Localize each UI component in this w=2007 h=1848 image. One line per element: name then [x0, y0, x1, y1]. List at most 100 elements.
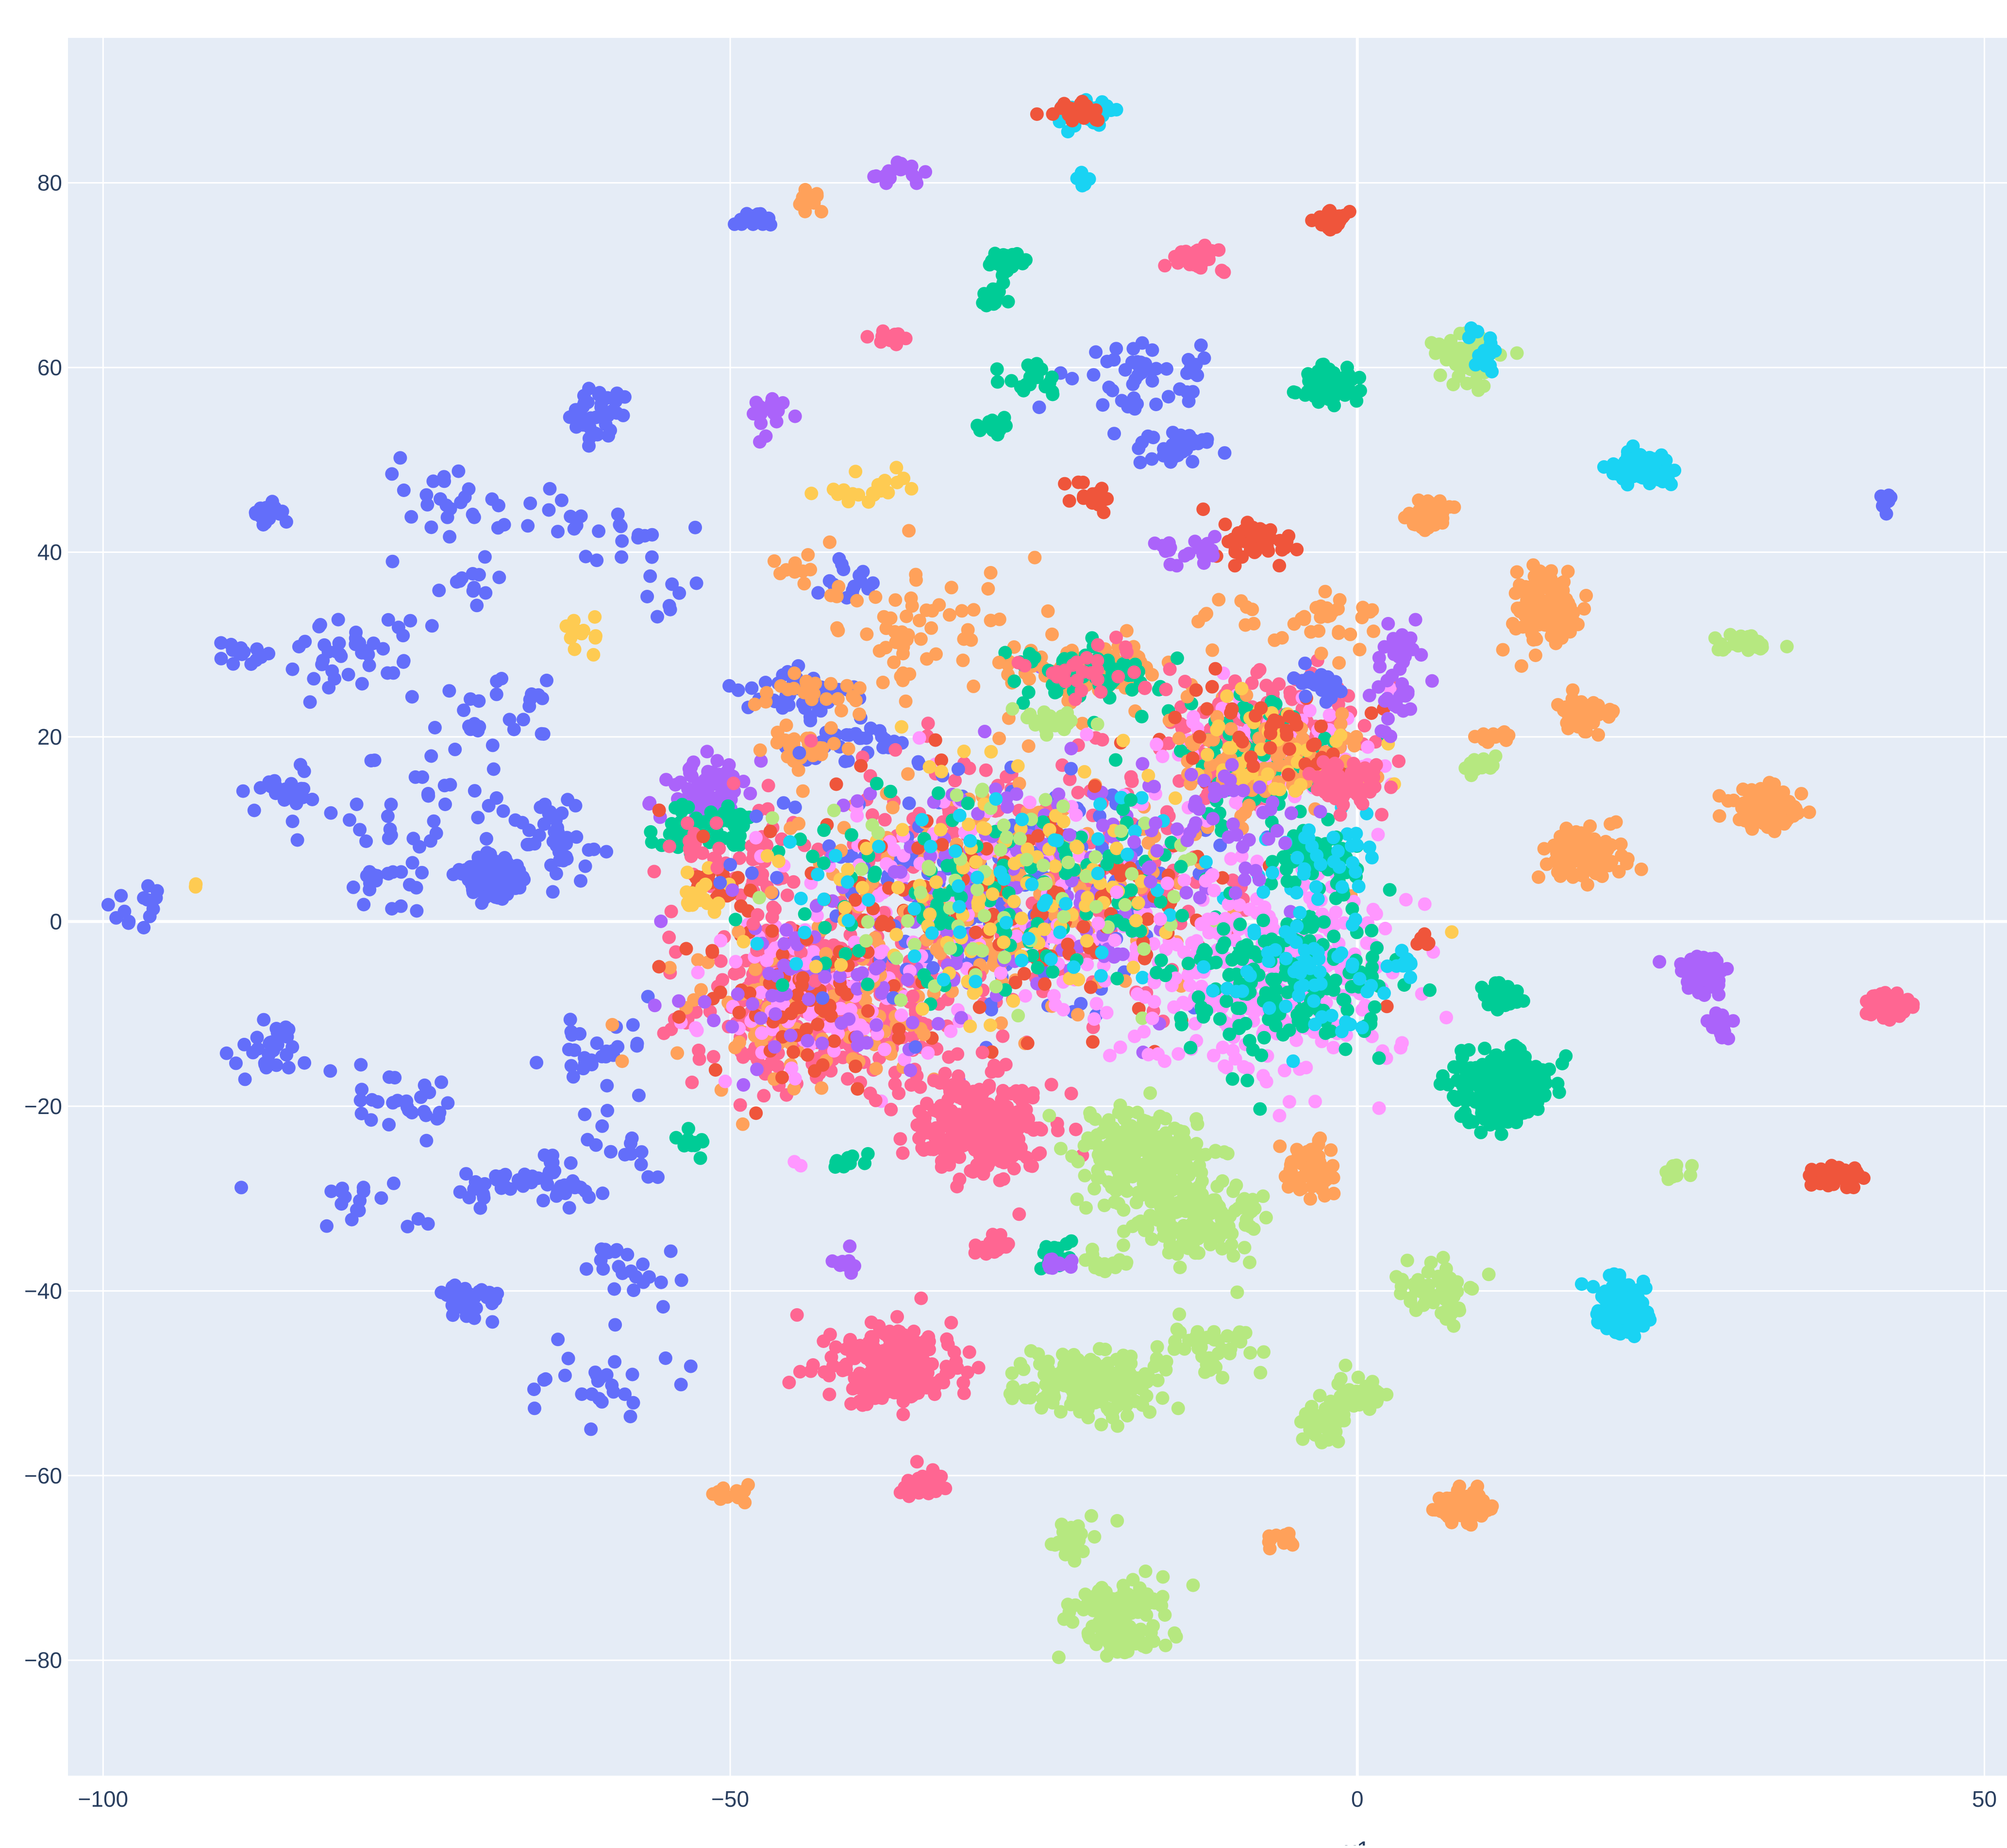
data-point	[1326, 605, 1339, 618]
data-point	[1057, 910, 1070, 924]
data-point	[1145, 668, 1159, 682]
data-point	[1305, 920, 1319, 934]
data-point	[944, 1025, 957, 1038]
data-point	[1272, 559, 1286, 572]
data-point	[765, 886, 778, 899]
data-point	[1345, 839, 1358, 853]
data-point	[1240, 600, 1254, 614]
data-point	[1067, 960, 1081, 974]
data-point	[1249, 709, 1262, 722]
data-point	[836, 563, 850, 576]
data-point	[536, 1194, 550, 1207]
data-point	[1110, 972, 1124, 985]
data-point	[902, 524, 916, 537]
data-point	[580, 1262, 593, 1276]
data-point	[1384, 730, 1397, 743]
data-point	[951, 1047, 964, 1061]
data-point	[853, 707, 866, 721]
data-point	[1028, 551, 1041, 565]
data-point	[1377, 986, 1391, 1000]
data-point	[588, 631, 602, 645]
data-point	[425, 619, 439, 633]
data-point	[1283, 742, 1296, 756]
data-point	[298, 1056, 311, 1070]
data-point	[334, 649, 348, 663]
data-point	[1257, 1031, 1271, 1045]
data-point	[973, 1000, 987, 1014]
data-point	[1309, 880, 1323, 894]
data-point	[1185, 768, 1198, 782]
data-point	[1299, 1061, 1313, 1074]
data-point	[1345, 960, 1359, 974]
data-point	[659, 773, 673, 786]
data-point	[1147, 780, 1161, 793]
data-point	[1127, 666, 1141, 679]
data-point	[984, 566, 998, 580]
data-point	[546, 885, 560, 899]
data-point	[551, 825, 565, 839]
data-point	[1090, 997, 1104, 1011]
data-point	[1290, 919, 1304, 933]
data-point	[627, 1283, 640, 1297]
data-point	[992, 656, 1006, 669]
data-point	[479, 586, 492, 600]
data-point	[645, 550, 659, 564]
data-point	[853, 569, 866, 583]
data-point	[1071, 1008, 1085, 1021]
data-point	[383, 1070, 396, 1084]
data-point	[729, 913, 742, 926]
data-point	[1315, 668, 1328, 682]
data-point	[343, 813, 356, 827]
data-point	[1031, 961, 1044, 975]
data-point	[691, 953, 705, 967]
data-point	[1358, 761, 1372, 775]
data-point	[574, 509, 588, 523]
data-point	[122, 916, 135, 930]
data-point	[680, 942, 693, 955]
data-point	[613, 518, 626, 532]
data-point	[374, 1191, 388, 1205]
data-point	[624, 1147, 638, 1161]
data-point	[736, 1078, 750, 1092]
data-point	[1076, 666, 1089, 679]
data-point	[915, 813, 929, 827]
data-point	[816, 991, 829, 1005]
data-point	[755, 1026, 769, 1040]
data-point	[1287, 1054, 1300, 1068]
data-point	[1368, 780, 1382, 794]
data-point	[1018, 967, 1031, 981]
data-point	[1246, 1043, 1260, 1057]
data-point	[426, 474, 440, 488]
data-point	[1332, 656, 1346, 670]
data-point	[1249, 864, 1262, 878]
data-point	[386, 865, 400, 879]
data-point	[1226, 1044, 1239, 1057]
data-point	[445, 1290, 458, 1303]
data-point	[792, 746, 806, 760]
data-point	[943, 608, 956, 622]
data-point	[236, 784, 250, 798]
data-point	[876, 676, 890, 689]
data-point	[851, 1082, 864, 1096]
data-point	[737, 935, 751, 949]
data-point	[1089, 900, 1103, 914]
data-point	[1208, 662, 1222, 676]
data-point	[672, 994, 686, 1008]
data-point	[1096, 733, 1109, 747]
data-point	[1352, 880, 1366, 893]
data-point	[1178, 873, 1191, 887]
data-point	[1335, 947, 1348, 960]
data-point	[258, 516, 272, 530]
data-point	[1094, 969, 1108, 982]
data-point	[1007, 674, 1021, 688]
data-point	[1100, 1006, 1114, 1019]
data-point	[1136, 757, 1149, 771]
data-point	[805, 693, 819, 706]
data-point	[1091, 866, 1105, 880]
data-point	[997, 818, 1011, 832]
data-point	[294, 758, 307, 771]
data-point	[827, 1034, 841, 1048]
data-point	[254, 781, 268, 795]
data-point	[491, 521, 505, 534]
data-point	[1192, 990, 1205, 1004]
